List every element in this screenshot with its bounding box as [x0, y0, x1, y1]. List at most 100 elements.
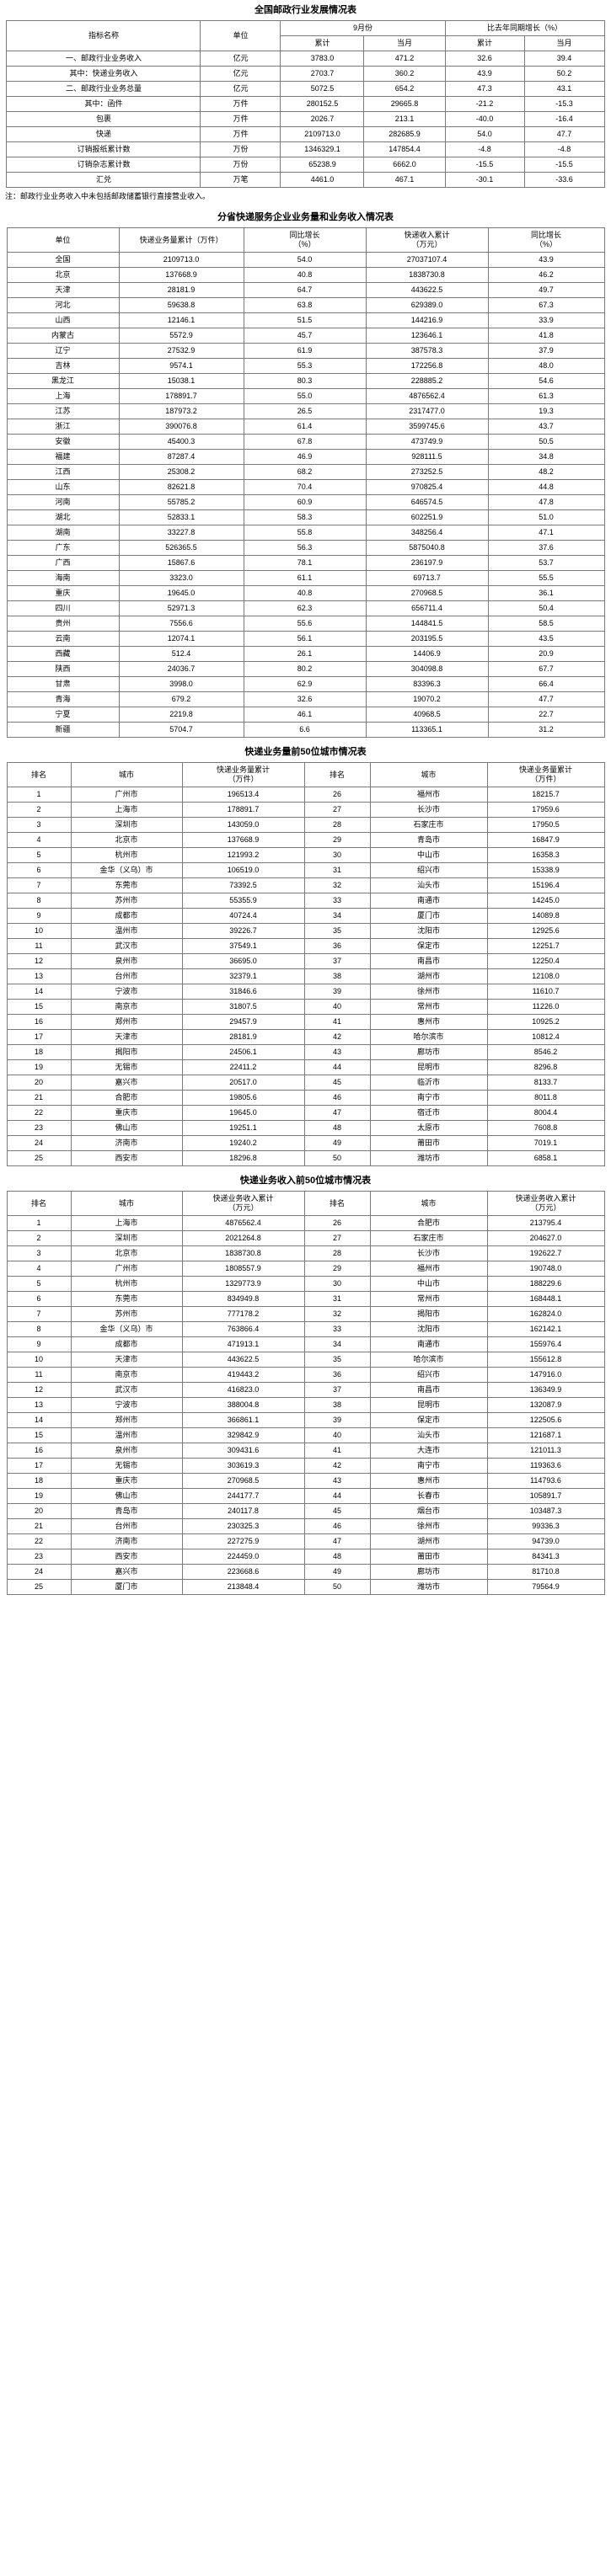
table-row: 14 宁波市 31846.6 39 徐州市 11610.7: [6, 984, 605, 1000]
city-name: 无锡市: [70, 1458, 183, 1474]
city-rank: 7: [6, 1306, 72, 1322]
express-revenue: 5875040.8: [365, 540, 489, 556]
city-rank: 45: [303, 1503, 371, 1519]
region-name: 青海: [6, 691, 120, 707]
city-name: 揭阳市: [70, 1044, 183, 1060]
express-revenue: 236197.9: [365, 555, 489, 571]
city-value: 19645.0: [181, 1105, 305, 1121]
city-name: 长沙市: [369, 1245, 488, 1261]
city-value: 17959.6: [486, 802, 605, 818]
region-name: 内蒙古: [6, 328, 120, 344]
city-name: 济南市: [70, 1135, 183, 1151]
city-rank: 27: [303, 1230, 371, 1246]
indicator-unit: 亿元: [200, 81, 281, 97]
city-rank: 47: [303, 1105, 371, 1121]
city-rank: 25: [6, 1579, 72, 1595]
city-value: 31846.6: [181, 984, 305, 1000]
city-name: 湖州市: [369, 1533, 488, 1549]
city-name: 石家庄市: [369, 817, 488, 833]
city-rank: 49: [303, 1564, 371, 1580]
value-current-month: 654.2: [363, 81, 446, 97]
revenue-growth: 37.9: [487, 343, 605, 359]
region-name: 辽宁: [6, 343, 120, 359]
revenue-growth: 51.0: [487, 509, 605, 525]
revenue-growth: 47.1: [487, 525, 605, 541]
growth-cumulative: -40.0: [444, 111, 525, 127]
revenue-growth: 48.2: [487, 464, 605, 480]
table-row: 包裹 万件 2026.7 213.1 -40.0 -16.4: [6, 111, 605, 127]
express-revenue: 928111.5: [365, 449, 489, 465]
express-volume: 679.2: [118, 691, 244, 707]
city-rank: 24: [6, 1135, 72, 1151]
volume-growth: 46.9: [243, 449, 367, 465]
city-name: 无锡市: [70, 1059, 183, 1075]
city-rank: 35: [303, 923, 371, 939]
express-volume: 390076.8: [118, 419, 244, 435]
header-value-left: 快递业务收入累计 （万元）: [181, 1191, 305, 1216]
growth-cumulative: 47.3: [444, 81, 525, 97]
revenue-growth: 55.5: [487, 570, 605, 586]
table-row: 17 无锡市 303619.3 42 南宁市 119363.6: [6, 1458, 605, 1474]
region-name: 江苏: [6, 403, 120, 419]
city-value: 10925.2: [486, 1014, 605, 1030]
table-row: 23 西安市 224459.0 48 莆田市 84341.3: [6, 1549, 605, 1565]
express-revenue: 473749.9: [365, 434, 489, 450]
header-rank-right: 排名: [303, 1191, 371, 1216]
city-value: 8004.4: [486, 1105, 605, 1121]
header-value-left: 快递业务量累计 （万件）: [181, 762, 305, 787]
city-rank: 28: [303, 1245, 371, 1261]
table-row: 3 深圳市 143059.0 28 石家庄市 17950.5: [6, 817, 605, 833]
city-name: 南京市: [70, 1367, 183, 1383]
city-value: 119363.6: [486, 1458, 605, 1474]
value-cumulative: 2703.7: [280, 66, 365, 82]
express-volume: 33227.8: [118, 525, 244, 541]
growth-cumulative: -4.8: [444, 141, 525, 157]
city-rank: 2: [6, 1230, 72, 1246]
city-value: 178891.7: [181, 802, 305, 818]
city-value: 7608.8: [486, 1120, 605, 1136]
express-revenue: 443622.5: [365, 282, 489, 298]
city-name: 昆明市: [369, 1397, 488, 1413]
table-row: 江西 25308.2 68.2 273252.5 48.2: [6, 464, 605, 480]
city-rank: 33: [303, 893, 371, 909]
express-revenue: 270968.5: [365, 585, 489, 601]
volume-growth: 55.3: [243, 358, 367, 374]
table3-header-row: 排名 城市 快递业务量累计 （万件） 排名 城市 快递业务量累计 （万件）: [6, 762, 605, 787]
indicator-name: 汇兑: [6, 172, 201, 188]
city-name: 潍坊市: [369, 1150, 488, 1166]
city-name: 临沂市: [369, 1075, 488, 1091]
table4-header-row: 排名 城市 快递业务收入累计 （万元） 排名 城市 快递业务收入累计 （万元）: [6, 1191, 605, 1216]
city-value: 188229.6: [486, 1276, 605, 1292]
express-revenue: 602251.9: [365, 509, 489, 525]
value-current-month: 6662.0: [363, 157, 446, 173]
city-rank: 11: [6, 938, 72, 954]
region-name: 福建: [6, 449, 120, 465]
city-value: 204627.0: [486, 1230, 605, 1246]
growth-current-month: -15.3: [523, 96, 605, 112]
table-row: 13 台州市 32379.1 38 湖州市 12108.0: [6, 968, 605, 984]
region-name: 云南: [6, 631, 120, 647]
city-value: 17950.5: [486, 817, 605, 833]
city-name: 杭州市: [70, 847, 183, 863]
table-row: 重庆 19645.0 40.8 270968.5 36.1: [6, 585, 605, 601]
city-value: 190748.0: [486, 1261, 605, 1277]
volume-growth: 55.0: [243, 388, 367, 404]
table-row: 8 苏州市 55355.9 33 南通市 14245.0: [6, 893, 605, 909]
growth-cumulative: -30.1: [444, 172, 525, 188]
table-row: 8 金华（义乌）市 763866.4 33 沈阳市 162142.1: [6, 1321, 605, 1337]
city-rank: 36: [303, 938, 371, 954]
city-value: 132087.9: [486, 1397, 605, 1413]
city-value: 244177.7: [181, 1488, 305, 1504]
city-name: 中山市: [369, 847, 488, 863]
city-rank: 5: [6, 847, 72, 863]
revenue-growth: 66.4: [487, 676, 605, 692]
city-rank: 24: [6, 1564, 72, 1580]
table-row: 5 杭州市 1329773.9 30 中山市 188229.6: [6, 1276, 605, 1292]
city-rank: 50: [303, 1579, 371, 1595]
express-volume: 25308.2: [118, 464, 244, 480]
table-row: 15 温州市 329842.9 40 汕头市 121687.1: [6, 1427, 605, 1443]
express-volume: 3323.0: [118, 570, 244, 586]
table-row: 西藏 512.4 26.1 14406.9 20.9: [6, 646, 605, 662]
indicator-name: 快递: [6, 126, 201, 142]
growth-cumulative: 54.0: [444, 126, 525, 142]
